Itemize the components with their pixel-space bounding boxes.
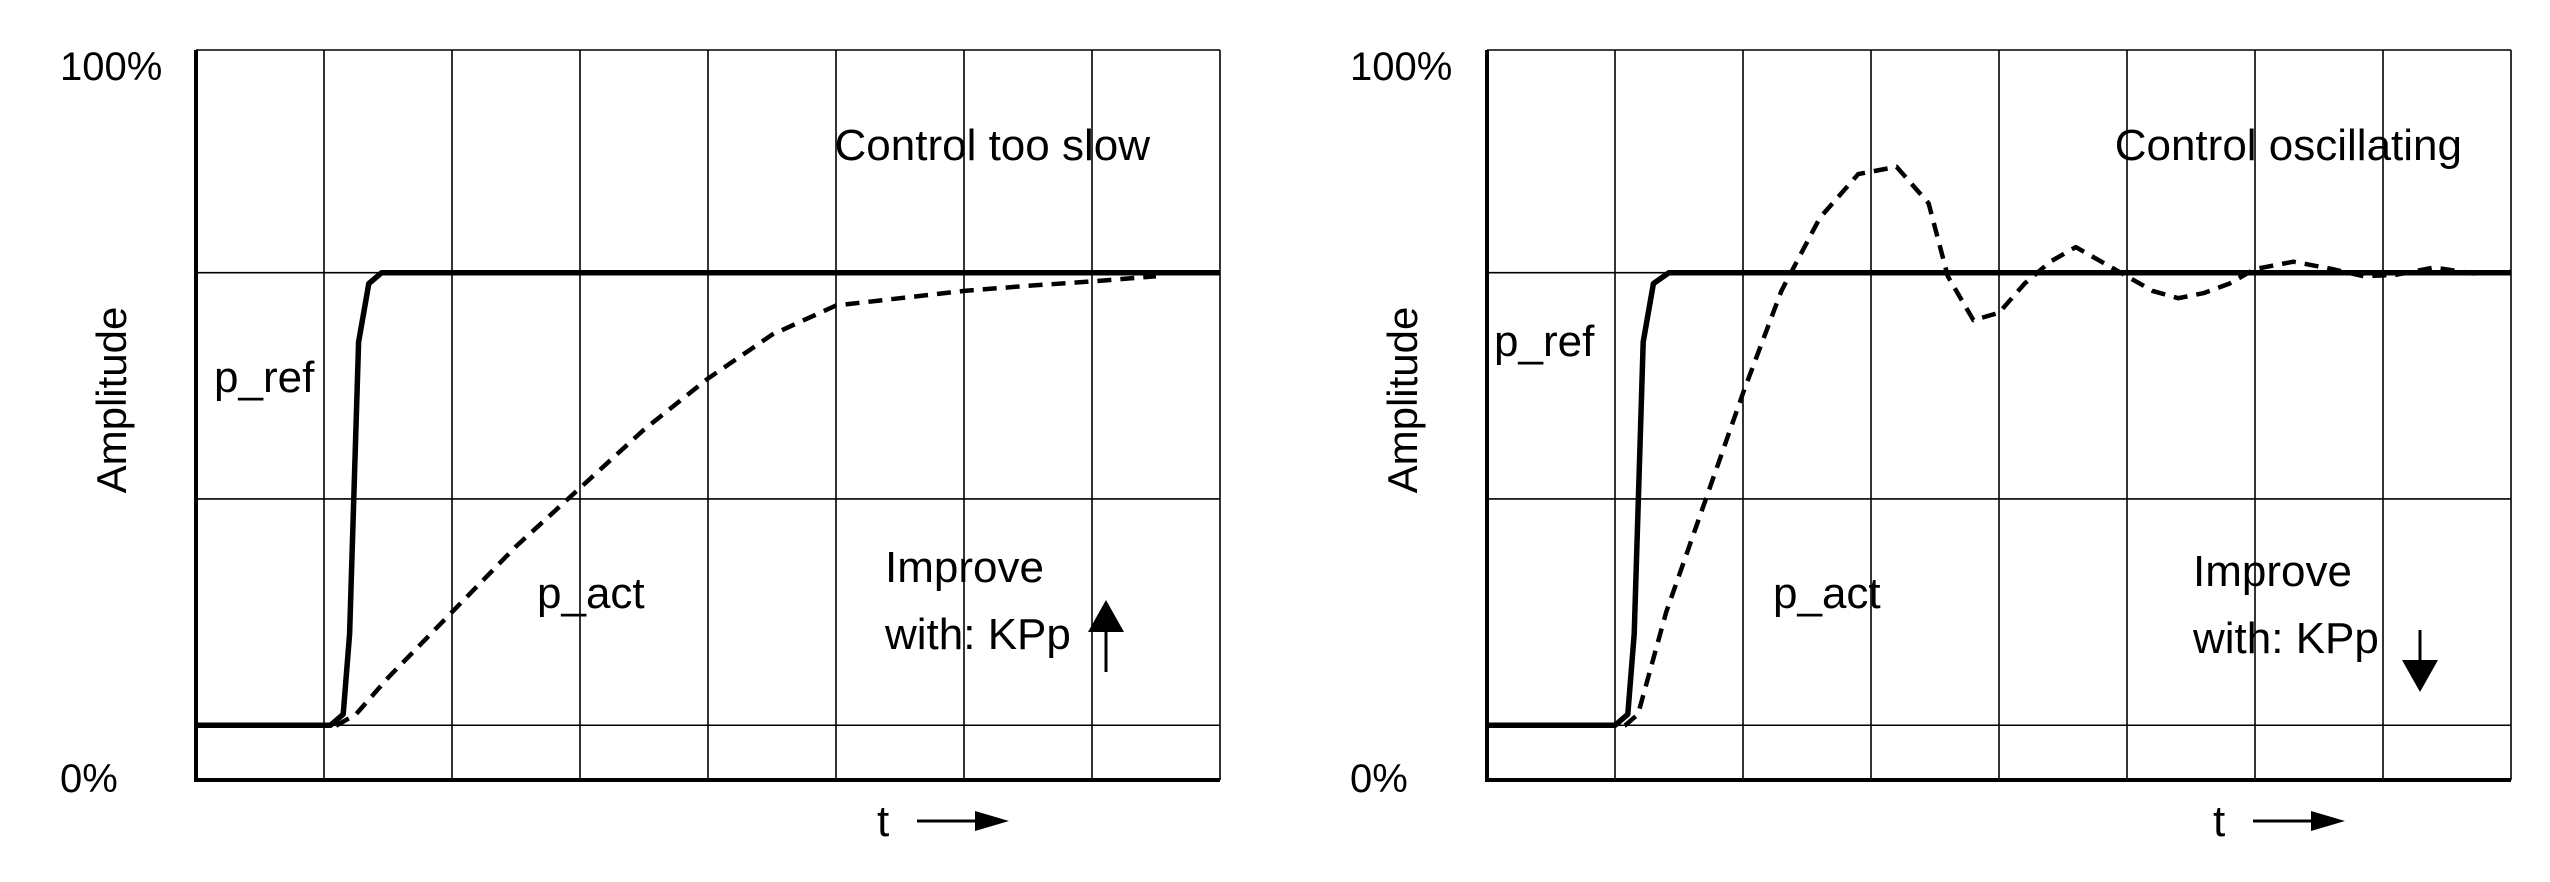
axis-lines — [1485, 50, 2511, 782]
y-axis-label: Amplitude — [1379, 307, 1426, 494]
improve-with-text: with: KPp — [2192, 614, 2379, 663]
y-tick-label-0: 0% — [60, 757, 118, 801]
axis-lines — [194, 50, 1220, 782]
x-axis-label: t — [2213, 797, 2225, 846]
series-line-p-act — [221, 274, 1157, 728]
y-tick-label-100: 100% — [60, 45, 162, 89]
chart-panel-2 — [1485, 49, 2512, 831]
series-line-p-act — [1487, 164, 2512, 728]
series-label-p-ref: p_ref — [1494, 317, 1595, 366]
series-label-p-act: p_act — [1773, 569, 1881, 618]
panel-annotation: Control too slow — [835, 121, 1151, 170]
series-label-p-ref: p_ref — [214, 353, 315, 402]
series-line-p-ref — [196, 269, 1220, 729]
arrow-down-icon — [2402, 660, 2438, 692]
x-axis-label: t — [877, 797, 889, 846]
series-line-p-ref — [1487, 269, 2511, 729]
x-axis-arrow-head — [975, 811, 1009, 831]
y-tick-label-0: 0% — [1350, 757, 1408, 801]
arrow-up-icon — [1088, 600, 1124, 632]
panel-annotation: Control oscillating — [2115, 121, 2462, 170]
improve-text: Improve — [2193, 547, 2352, 596]
chart-panel-1 — [194, 49, 1221, 831]
improve-text: Improve — [885, 543, 1044, 592]
x-axis-arrow-head — [2311, 811, 2345, 831]
series-label-p-act: p_act — [537, 569, 645, 618]
improve-with-text: with: KPp — [884, 610, 1071, 659]
y-tick-label-100: 100% — [1350, 45, 1452, 89]
y-axis-label: Amplitude — [88, 307, 135, 494]
